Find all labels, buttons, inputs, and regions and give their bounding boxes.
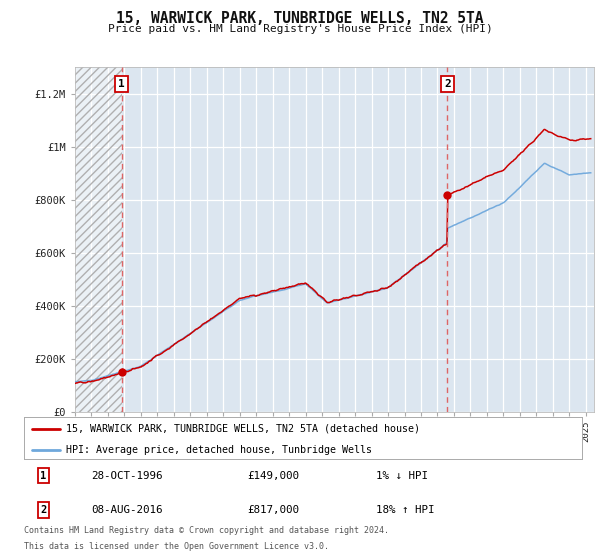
Bar	[75, 67, 122, 412]
Text: Price paid vs. HM Land Registry's House Price Index (HPI): Price paid vs. HM Land Registry's House …	[107, 24, 493, 34]
Text: 2: 2	[444, 80, 451, 89]
Text: 08-AUG-2016: 08-AUG-2016	[91, 505, 163, 515]
Text: 1: 1	[118, 80, 125, 89]
Text: Contains HM Land Registry data © Crown copyright and database right 2024.: Contains HM Land Registry data © Crown c…	[24, 526, 389, 535]
Text: 1: 1	[40, 470, 47, 480]
Text: 18% ↑ HPI: 18% ↑ HPI	[376, 505, 434, 515]
Text: 28-OCT-1996: 28-OCT-1996	[91, 470, 163, 480]
Text: 1% ↓ HPI: 1% ↓ HPI	[376, 470, 428, 480]
Text: HPI: Average price, detached house, Tunbridge Wells: HPI: Average price, detached house, Tunb…	[66, 445, 372, 455]
Bar	[75, 67, 122, 412]
Text: 15, WARWICK PARK, TUNBRIDGE WELLS, TN2 5TA: 15, WARWICK PARK, TUNBRIDGE WELLS, TN2 5…	[116, 11, 484, 26]
Text: £817,000: £817,000	[247, 505, 299, 515]
Text: 15, WARWICK PARK, TUNBRIDGE WELLS, TN2 5TA (detached house): 15, WARWICK PARK, TUNBRIDGE WELLS, TN2 5…	[66, 423, 420, 433]
Text: 2: 2	[40, 505, 47, 515]
Text: £149,000: £149,000	[247, 470, 299, 480]
Text: This data is licensed under the Open Government Licence v3.0.: This data is licensed under the Open Gov…	[24, 542, 329, 551]
